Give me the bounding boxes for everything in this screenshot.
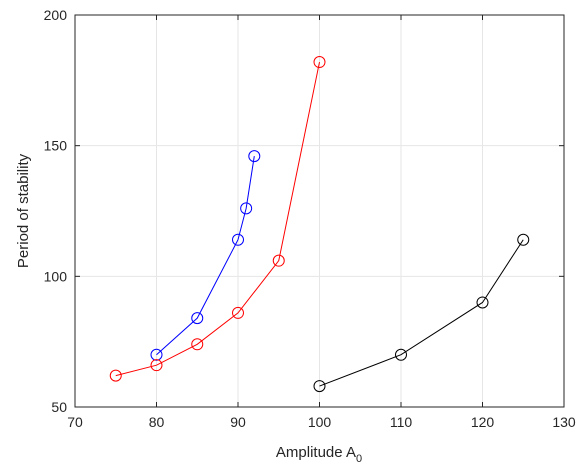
x-axis-label-main: Amplitude A — [276, 444, 356, 461]
data-point — [150, 348, 163, 361]
x-axis-label-subscript: 0 — [356, 453, 362, 465]
data-point — [240, 202, 253, 215]
series-2 — [313, 233, 530, 393]
x-tick-label: 70 — [67, 414, 83, 430]
y-tick-label: 50 — [51, 399, 67, 415]
y-tick-label: 200 — [44, 7, 68, 23]
y-tick-label: 100 — [44, 268, 68, 284]
series-line — [115, 61, 320, 377]
data-point — [272, 254, 285, 267]
data-point — [191, 312, 204, 325]
data-point — [150, 359, 163, 372]
data-point — [232, 233, 244, 246]
data-point — [476, 296, 489, 309]
data-point — [232, 306, 244, 319]
data-point — [517, 233, 530, 246]
data-point — [191, 338, 204, 351]
y-tick-label: 150 — [44, 138, 68, 154]
series-1 — [109, 56, 326, 382]
x-tick-label: 100 — [308, 414, 332, 430]
y-axis-label: Period of stability — [15, 153, 32, 268]
series-0 — [150, 150, 261, 361]
data-point — [313, 56, 326, 69]
x-tick-label: 80 — [149, 414, 165, 430]
x-tick-label: 110 — [390, 414, 413, 430]
x-tick-label: 120 — [471, 414, 495, 430]
data-point — [313, 380, 326, 393]
series-layer — [109, 56, 530, 393]
data-point — [395, 348, 407, 361]
data-point — [248, 150, 261, 163]
series-line — [156, 156, 255, 356]
x-axis-label: Amplitude A0 — [276, 444, 362, 465]
ticks-layer: 70 80 90 100 110 120 130 50 100 150 200 — [44, 7, 576, 430]
data-point — [109, 369, 122, 382]
series-line — [319, 239, 524, 387]
x-tick-label: 90 — [230, 414, 246, 430]
x-tick-label: 130 — [552, 414, 576, 430]
